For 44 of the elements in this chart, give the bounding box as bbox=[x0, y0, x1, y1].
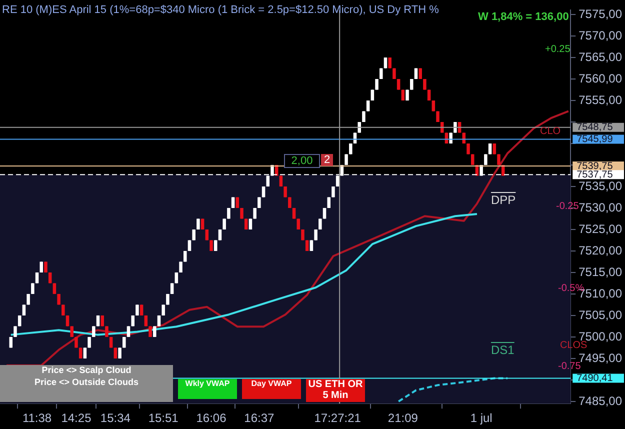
button: Wkly VWAP bbox=[178, 379, 237, 399]
x-tick-label: 1 jul bbox=[470, 411, 492, 426]
y-tick-label: 7575,00 bbox=[578, 6, 622, 21]
annotation: DPP bbox=[491, 193, 516, 207]
annotation: CLOS bbox=[560, 340, 588, 351]
value-box: 2,00 bbox=[284, 154, 320, 168]
annotation: DS1 bbox=[491, 343, 514, 357]
annotation: CLO bbox=[540, 126, 561, 137]
annotation: +0.25 bbox=[545, 44, 570, 55]
annotation: W 1,84% = 136,00 bbox=[478, 11, 569, 23]
y-tick-label: 7520,00 bbox=[578, 243, 622, 258]
y-tick-label: 7535,00 bbox=[578, 178, 622, 193]
y-tick-label: 7530,00 bbox=[578, 200, 622, 214]
x-tick-label: 17:27:21 bbox=[314, 411, 362, 426]
line-series bbox=[398, 377, 508, 402]
ref-line-label: 7548,75 bbox=[576, 122, 614, 134]
y-tick-label: 7565,00 bbox=[578, 50, 622, 64]
y-tick-label: 7555,00 bbox=[578, 92, 622, 107]
x-tick-label: 21:09 bbox=[388, 411, 418, 426]
y-tick-label: 7485,00 bbox=[578, 394, 622, 408]
count-box: 2 bbox=[321, 154, 333, 166]
button: US ETH OR 5 Min bbox=[306, 379, 365, 402]
ref-line-label: 7490,41 bbox=[576, 372, 614, 384]
y-tick-label: 7505,00 bbox=[578, 308, 622, 322]
y-tick-label: 7495,00 bbox=[578, 350, 622, 365]
x-tick-label: 16:37 bbox=[244, 411, 275, 426]
y-tick-label: 7515,00 bbox=[578, 264, 622, 279]
y-tick-label: 7560,00 bbox=[578, 71, 622, 86]
ref-line-label: 7537,75 bbox=[576, 169, 614, 180]
y-tick-label: 7525,00 bbox=[578, 222, 622, 236]
annotation: -0.75 bbox=[558, 361, 581, 372]
x-tick-label: 15:51 bbox=[148, 411, 179, 426]
ref-line-label: 7545,99 bbox=[576, 134, 614, 145]
x-tick-label: 11:38 bbox=[22, 411, 52, 426]
button: Price <> Scalp Cloud bbox=[0, 365, 173, 377]
x-tick-label: 14:25 bbox=[61, 411, 92, 426]
x-tick-label: 15:34 bbox=[100, 411, 131, 426]
chart-title: RE 10 (M)ES April 15 (1%=68p=$340 Micro (1 Brick = 2.5p=$12.50 Micro), US Dy RTH % bbox=[2, 4, 439, 16]
annotation: -0.25 bbox=[556, 201, 579, 212]
ref-line-label: 7539,75 bbox=[576, 160, 614, 172]
button: Price <> Outside Clouds bbox=[0, 377, 173, 402]
x-tick-label: 16:06 bbox=[196, 411, 227, 426]
button: Day VWAP bbox=[242, 379, 301, 399]
y-tick-label: 7570,00 bbox=[578, 28, 622, 42]
